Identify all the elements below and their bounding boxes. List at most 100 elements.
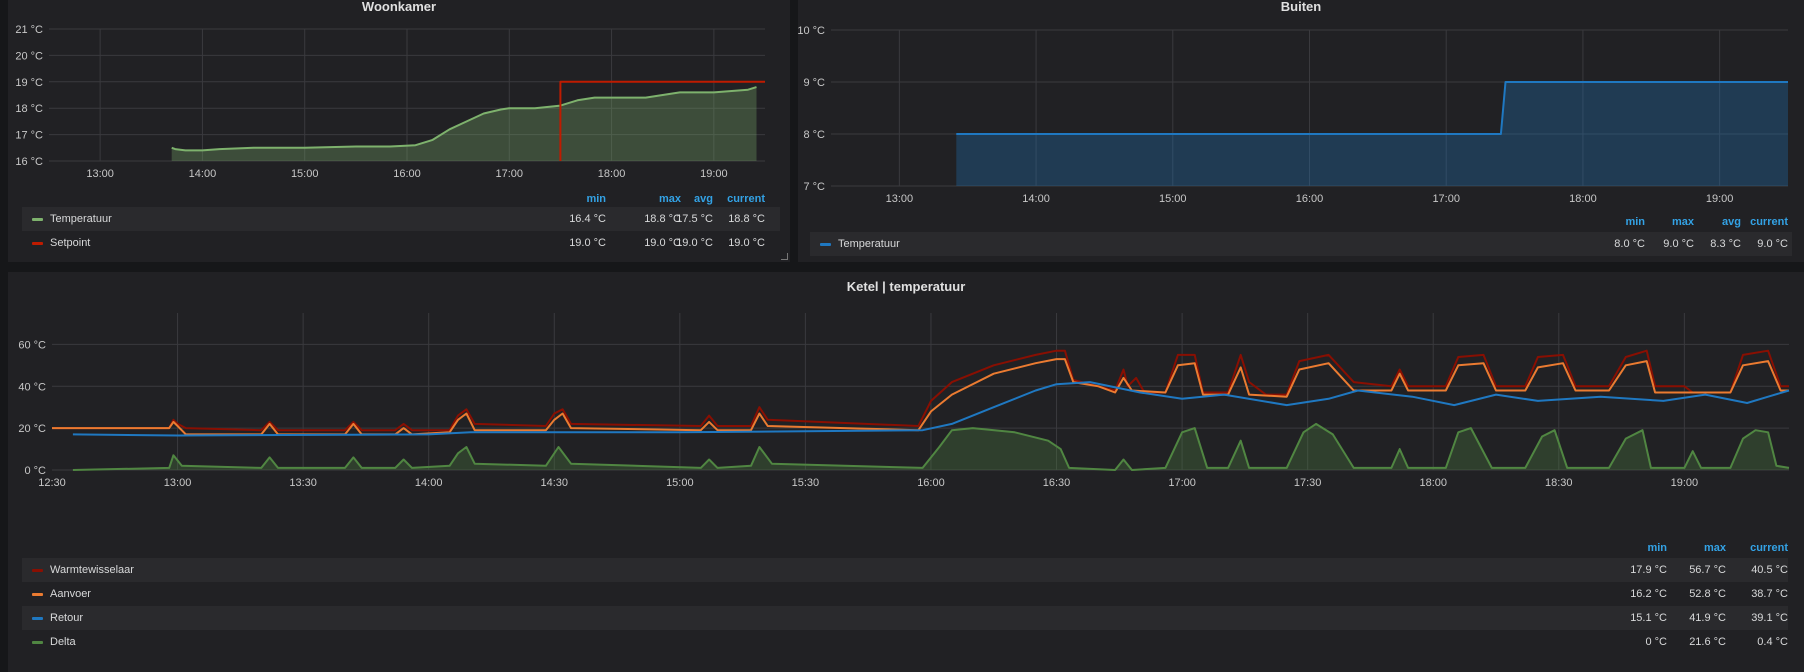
y-tick-label: 20 °C xyxy=(18,423,46,435)
legend-swatch-icon[interactable] xyxy=(820,243,831,246)
legend-value-min: 17.9 °C xyxy=(1630,564,1667,576)
legend-value-min: 16.4 °C xyxy=(569,213,606,225)
panel-title[interactable]: Buiten xyxy=(1280,0,1322,14)
x-tick-label: 19:00 xyxy=(1706,193,1734,205)
legend-value-avg: 17.5 °C xyxy=(676,213,713,225)
legend-row[interactable]: Setpoint 19.0 °C 19.0 °C 19.0 °C 19.0 °C xyxy=(22,231,780,255)
legend-swatch-icon[interactable] xyxy=(32,218,43,221)
y-tick-label: 8 °C xyxy=(803,129,825,141)
y-tick-label: 19 °C xyxy=(15,77,43,89)
series-area-delta xyxy=(72,423,1789,470)
y-tick-label: 20 °C xyxy=(15,50,43,62)
series-line-warmtewisselaar[interactable] xyxy=(52,349,1789,432)
y-tick-label: 17 °C xyxy=(15,130,43,142)
legend-value-max: 18.8 °C xyxy=(644,213,681,225)
x-tick-label: 15:00 xyxy=(1159,193,1187,205)
resize-handle-icon[interactable] xyxy=(781,253,788,260)
legend-header-avg[interactable]: avg xyxy=(1722,216,1741,228)
x-tick-label: 18:00 xyxy=(598,168,626,180)
legend-series-name[interactable]: Temperatuur xyxy=(838,238,900,250)
legend-header-current[interactable]: current xyxy=(1750,542,1788,554)
woonkamer-chart[interactable]: 16 °C 17 °C 18 °C 19 °C 20 °C 21 °C 13:00 14:00… xyxy=(8,14,790,194)
legend-header-max[interactable]: max xyxy=(658,193,681,205)
x-tick-label: 14:30 xyxy=(540,477,568,489)
legend-header-current[interactable]: current xyxy=(727,193,765,205)
x-tick-label: 16:00 xyxy=(917,477,945,489)
legend-swatch-icon[interactable] xyxy=(32,242,43,245)
legend-value-min: 15.1 °C xyxy=(1630,612,1667,624)
panel-woonkamer: Woonkamer 16 °C 17 °C 18 °C 19 °C 20 °C 21 °C… xyxy=(8,0,790,262)
panel-buiten: Buiten 7 °C 8 °C 9 °C 10 °C 13:00 14:00 15:00 1… xyxy=(798,0,1804,262)
legend-value-min: 8.0 °C xyxy=(1614,238,1645,250)
legend-row[interactable]: Temperatuur 8.0 °C 9.0 °C 8.3 °C 9.0 °C xyxy=(810,232,1792,256)
legend-value-max: 52.8 °C xyxy=(1689,588,1726,600)
legend-value-max: 56.7 °C xyxy=(1689,564,1726,576)
y-tick-label: 10 °C xyxy=(798,25,825,37)
x-tick-label: 15:30 xyxy=(792,477,820,489)
x-tick-label: 19:00 xyxy=(1671,477,1699,489)
x-tick-label: 17:00 xyxy=(496,168,524,180)
legend-row[interactable]: Warmtewisselaar 17.9 °C 56.7 °C 40.5 °C xyxy=(22,558,1788,582)
x-tick-label: 18:00 xyxy=(1419,477,1447,489)
legend-swatch-icon[interactable] xyxy=(32,569,43,572)
x-tick-label: 13:30 xyxy=(289,477,317,489)
series-line-aanvoer[interactable] xyxy=(52,358,1789,436)
y-tick-label: 0 °C xyxy=(24,465,46,477)
legend-value-current: 19.0 °C xyxy=(728,237,765,249)
series-line-temperatuur[interactable] xyxy=(956,81,1788,135)
legend-value-current: 0.4 °C xyxy=(1757,636,1788,648)
x-tick-label: 14:00 xyxy=(415,477,443,489)
series-line-delta[interactable] xyxy=(72,422,1790,471)
buiten-chart[interactable]: 7 °C 8 °C 9 °C 10 °C 13:00 14:00 15:00 16:00 17:… xyxy=(798,14,1804,214)
ketel-chart[interactable]: 0 °C 20 °C 40 °C 60 °C 12:30 13:00 13:30 14:00 1… xyxy=(8,296,1804,556)
legend-series-name[interactable]: Warmtewisselaar xyxy=(50,564,134,576)
legend-value-min: 0 °C xyxy=(1645,636,1667,648)
legend-header-max[interactable]: max xyxy=(1703,542,1726,554)
series-area-temperatuur xyxy=(171,87,757,161)
panel-ketel: Ketel | temperatuur 0 °C 20 °C 40 °C 60 °C 1… xyxy=(8,272,1804,672)
legend-series-name[interactable]: Aanvoer xyxy=(50,588,91,600)
series-line-setpoint[interactable] xyxy=(559,80,765,161)
legend-value-max: 41.9 °C xyxy=(1689,612,1726,624)
legend-row[interactable]: Delta 0 °C 21.6 °C 0.4 °C xyxy=(22,630,1788,654)
legend-value-min: 19.0 °C xyxy=(569,237,606,249)
y-tick-label: 18 °C xyxy=(15,103,43,115)
legend-value-avg: 19.0 °C xyxy=(676,237,713,249)
legend-swatch-icon[interactable] xyxy=(32,593,43,596)
legend-series-name[interactable]: Delta xyxy=(50,636,76,648)
x-tick-label: 13:00 xyxy=(86,168,114,180)
chart-grid xyxy=(52,313,1789,471)
legend-header-avg[interactable]: avg xyxy=(694,193,713,205)
legend-value-current: 18.8 °C xyxy=(728,213,765,225)
x-tick-label: 13:00 xyxy=(164,477,192,489)
legend-value-current: 40.5 °C xyxy=(1751,564,1788,576)
legend-value-max: 9.0 °C xyxy=(1663,238,1694,250)
x-tick-label: 12:30 xyxy=(38,477,66,489)
legend-row[interactable]: Temperatuur 16.4 °C 18.8 °C 17.5 °C 18.8 °C xyxy=(22,207,780,231)
legend-header-max[interactable]: max xyxy=(1671,216,1694,228)
legend-swatch-icon[interactable] xyxy=(32,617,43,620)
x-tick-label: 16:00 xyxy=(393,168,421,180)
x-tick-label: 13:00 xyxy=(886,193,914,205)
y-tick-label: 60 °C xyxy=(18,339,46,351)
panel-title[interactable]: Woonkamer xyxy=(361,0,437,14)
series-line-temperatuur[interactable] xyxy=(171,86,757,152)
x-tick-label: 16:30 xyxy=(1043,477,1071,489)
x-tick-label: 17:00 xyxy=(1432,193,1460,205)
legend-header-min[interactable]: min xyxy=(1625,216,1645,228)
x-tick-label: 15:00 xyxy=(291,168,319,180)
legend-header-min[interactable]: min xyxy=(1647,542,1667,554)
legend-header-min[interactable]: min xyxy=(586,193,606,205)
legend-row[interactable]: Aanvoer 16.2 °C 52.8 °C 38.7 °C xyxy=(22,582,1788,606)
legend-series-name[interactable]: Retour xyxy=(50,612,84,624)
x-tick-label: 14:00 xyxy=(189,168,217,180)
legend-series-name[interactable]: Temperatuur xyxy=(50,213,112,225)
series-line-retour[interactable] xyxy=(72,381,1790,437)
x-tick-label: 18:30 xyxy=(1545,477,1573,489)
legend-value-current: 39.1 °C xyxy=(1751,612,1788,624)
legend-row[interactable]: Retour 15.1 °C 41.9 °C 39.1 °C xyxy=(22,606,1788,630)
legend-series-name[interactable]: Setpoint xyxy=(50,237,91,249)
legend-swatch-icon[interactable] xyxy=(32,641,43,644)
panel-title[interactable]: Ketel | temperatuur xyxy=(846,279,966,294)
legend-header-current[interactable]: current xyxy=(1750,216,1788,228)
